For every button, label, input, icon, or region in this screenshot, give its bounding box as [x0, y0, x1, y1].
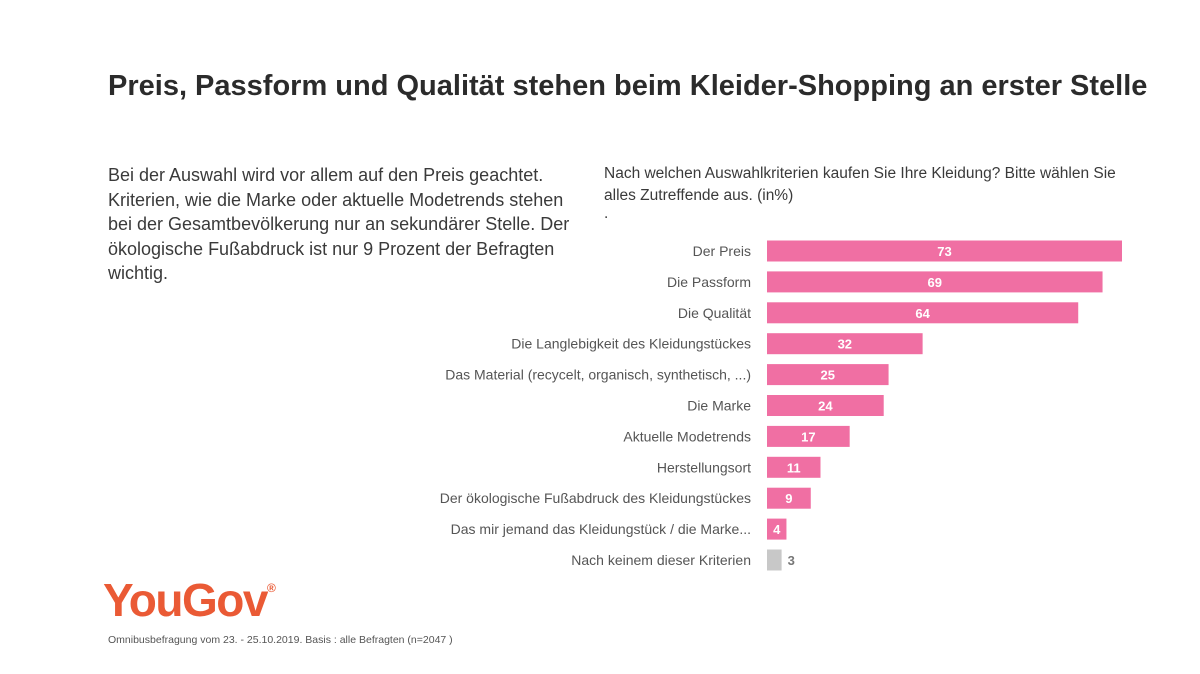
category-label: Die Passform: [667, 274, 751, 290]
value-label: 11: [787, 460, 801, 475]
bar: [767, 518, 787, 540]
bar: [767, 240, 1122, 262]
value-label: 3: [788, 553, 795, 568]
bar: [767, 395, 884, 416]
yougov-logo: YouGov®: [103, 573, 276, 627]
page-title: Preis, Passform und Qualität stehen beim…: [108, 70, 1148, 102]
value-label: 9: [785, 491, 792, 506]
value-label: 25: [821, 368, 835, 383]
value-label: 32: [838, 337, 852, 352]
question-text: Nach welchen Auswahlkriterien kaufen Sie…: [604, 165, 1116, 204]
bar: [767, 333, 923, 355]
category-label: Das Material (recycelt, organisch, synth…: [445, 367, 751, 383]
bar: [767, 364, 889, 386]
logo-text: YouGov: [103, 574, 268, 626]
logo-registered-mark: ®: [266, 581, 276, 595]
question-dot: .: [604, 205, 609, 222]
value-label: 24: [818, 399, 833, 414]
value-label: 64: [915, 306, 930, 321]
footnote: Omnibusbefragung vom 23. - 25.10.2019. B…: [108, 634, 453, 646]
bar: [767, 549, 782, 571]
bar: [767, 425, 850, 447]
bar: [767, 302, 1079, 324]
value-label: 73: [937, 244, 951, 259]
category-label: Das mir jemand das Kleidungstück / die M…: [451, 521, 751, 537]
category-label: Nach keinem dieser Kriterien: [571, 552, 751, 568]
category-label: Der Preis: [693, 243, 751, 259]
category-label: Herstellungsort: [657, 459, 751, 475]
category-label: Der ökologische Fußabdruck des Kleidungs…: [440, 490, 751, 506]
bar: [767, 271, 1103, 293]
bar: [767, 487, 811, 509]
category-label: Die Marke: [687, 398, 751, 414]
category-label: Aktuelle Modetrends: [623, 428, 751, 444]
value-label: 17: [801, 429, 815, 444]
category-label: Die Langlebigkeit des Kleidungstückes: [511, 336, 751, 352]
description-text: Bei der Auswahl wird vor allem auf den P…: [108, 165, 570, 283]
value-label: 69: [928, 275, 942, 290]
bar: [767, 456, 821, 478]
value-label: 4: [773, 522, 781, 537]
chart-question: Nach welchen Auswahlkriterien kaufen Sie…: [604, 163, 1144, 221]
category-label: Die Qualität: [678, 305, 751, 321]
